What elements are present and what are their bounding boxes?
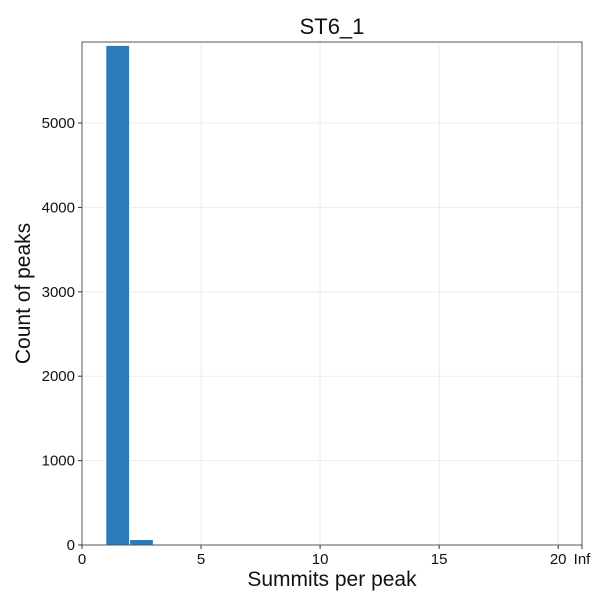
y-tick-label-0: 0 [67,537,75,554]
y-tick-label-3: 3000 [42,284,75,301]
y-axis-title: Count of peaks [12,223,35,364]
histogram-bar-1 [129,539,154,546]
x-tick-label-5: Inf [574,551,592,568]
y-tick-label-2: 2000 [42,368,75,385]
x-tick-label-1: 5 [197,551,205,568]
x-tick-label-4: 20 [550,551,567,568]
axis-ticks: 0 5 10 15 20 Inf 0 1000 2000 3000 4000 5000 [42,115,592,568]
y-tick-label-1: 1000 [42,453,75,470]
y-tick-label-4: 4000 [42,199,75,216]
chart-title: ST6_1 [300,14,365,39]
plot-frame [81,41,583,546]
x-tick-label-0: 0 [78,551,86,568]
x-tick-label-3: 15 [431,551,448,568]
x-tick-label-2: 10 [312,551,329,568]
x-axis-title: Summits per peak [247,568,417,591]
histogram-bar-0 [105,44,131,546]
y-tick-label-5: 5000 [42,115,75,132]
